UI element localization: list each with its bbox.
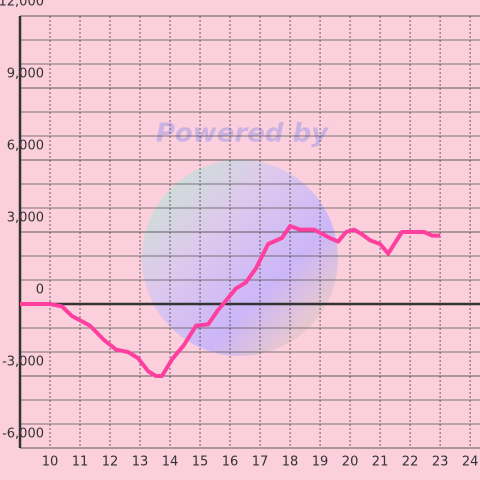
x-tick-label: 15 xyxy=(192,455,209,470)
y-tick-label: -3,000 xyxy=(2,355,44,370)
x-tick-label: 18 xyxy=(282,455,299,470)
watermark: Powered by xyxy=(156,119,329,149)
y-tick-label: 6,000 xyxy=(7,139,44,154)
watermark-logo xyxy=(142,160,338,356)
x-tick-label: 14 xyxy=(162,455,179,470)
x-tick-label: 19 xyxy=(312,455,329,470)
y-tick-label: 9,000 xyxy=(7,67,44,82)
x-tick-label: 12 xyxy=(102,455,119,470)
x-tick-label: 13 xyxy=(132,455,149,470)
x-tick-label: 22 xyxy=(402,455,419,470)
x-tick-label: 23 xyxy=(432,455,449,470)
x-tick-label: 20 xyxy=(342,455,359,470)
x-tick-label: 21 xyxy=(372,455,389,470)
line xyxy=(20,224,441,378)
y-tick-label: 3,000 xyxy=(7,211,44,226)
y-tick-label: 12,000 xyxy=(0,0,44,10)
x-tick-label: 10 xyxy=(42,455,59,470)
x-tick-label: 24 xyxy=(462,455,479,470)
x-tick-label: 11 xyxy=(72,455,89,470)
y-tick-label: 0 xyxy=(36,283,44,298)
x-tick-label: 17 xyxy=(252,455,269,470)
y-tick-label: -6,000 xyxy=(2,427,44,442)
x-tick-label: 16 xyxy=(222,455,239,470)
